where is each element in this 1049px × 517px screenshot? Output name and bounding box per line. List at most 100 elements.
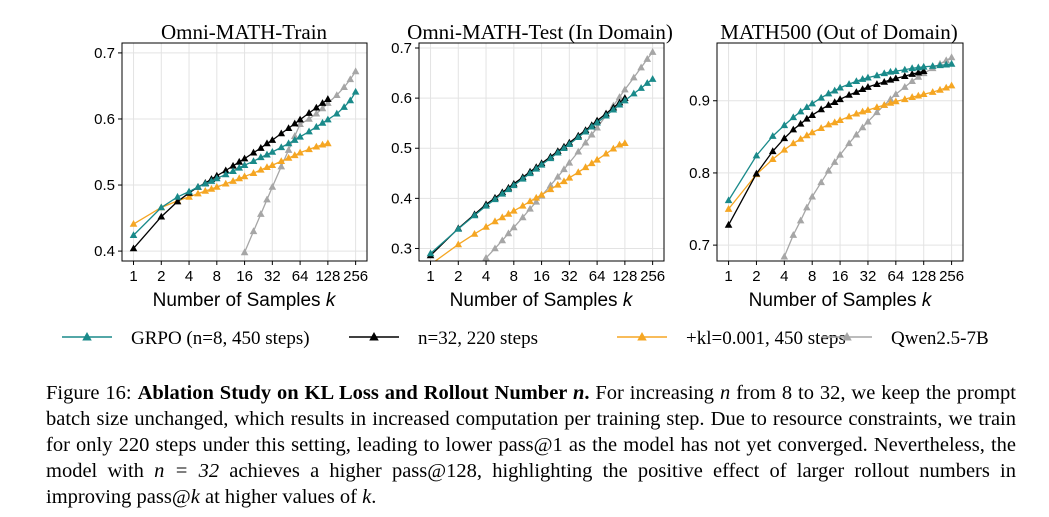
data-point [263, 163, 271, 170]
data-point [537, 160, 546, 168]
panel-title: MATH500 (Out of Domain) [720, 20, 957, 44]
x-tick-label: 2 [454, 268, 462, 285]
data-point [194, 183, 202, 190]
data-point [830, 98, 839, 105]
caption-text-2: from 8 to 32, we keep the prompt batch s… [46, 382, 1017, 482]
data-point [830, 86, 839, 94]
caption-text-5: . [371, 486, 377, 508]
data-point [554, 172, 562, 180]
data-point [621, 139, 629, 147]
data-point [602, 111, 610, 119]
data-point [609, 144, 618, 152]
data-point [482, 253, 490, 261]
data-point [565, 140, 574, 148]
data-point [908, 64, 916, 72]
data-point [768, 147, 777, 155]
data-point [351, 87, 360, 95]
data-point [886, 95, 895, 103]
legend-marker [637, 332, 647, 341]
data-point [263, 150, 271, 158]
y-tick-label: 0.9 [689, 93, 710, 110]
data-point [574, 168, 583, 176]
data-point [789, 113, 798, 121]
data-point [780, 252, 789, 260]
y-tick-label: 0.5 [94, 177, 115, 194]
data-point [318, 104, 327, 112]
caption-var-4: k [362, 486, 372, 508]
data-point [333, 109, 341, 117]
data-point [803, 103, 811, 111]
data-point [157, 212, 166, 220]
x-tick-label: 16 [832, 268, 849, 285]
data-point [305, 127, 313, 135]
data-point [845, 90, 853, 98]
data-point [637, 84, 645, 91]
data-point [593, 155, 601, 163]
data-point [454, 224, 463, 232]
data-point [724, 196, 733, 204]
x-tick-label: 64 [887, 268, 904, 285]
data-point [947, 59, 956, 67]
data-point [908, 77, 916, 85]
data-point [947, 81, 956, 89]
data-point [565, 158, 574, 166]
data-point [526, 204, 534, 212]
x-tick-label: 32 [561, 268, 578, 285]
legend-item: n=32, 220 steps [349, 328, 538, 349]
data-point [852, 77, 861, 85]
data-point [914, 72, 923, 80]
data-point [249, 227, 258, 235]
data-point [858, 123, 867, 131]
x-tick-label: 4 [185, 268, 193, 285]
y-tick-label: 0.3 [391, 240, 412, 257]
data-point [621, 85, 629, 93]
data-point [724, 205, 733, 212]
data-point [724, 220, 733, 228]
data-point [880, 69, 889, 77]
data-point [498, 213, 507, 221]
data-point [630, 89, 638, 97]
x-axis-label: Number of Samples k [153, 290, 337, 311]
data-point [796, 107, 805, 115]
data-point [324, 139, 332, 147]
data-point [630, 73, 638, 81]
data-point [546, 185, 555, 193]
x-axis-label-var: k [623, 290, 634, 311]
data-point [510, 223, 518, 231]
data-point [240, 248, 249, 256]
data-point [277, 157, 286, 165]
data-point [213, 174, 221, 182]
data-point [830, 158, 839, 165]
data-point [235, 163, 244, 171]
data-point [532, 197, 541, 205]
data-point [796, 135, 805, 142]
legend: GRPO (n=8, 450 steps) n=32, 220 steps +kl=… [62, 328, 989, 349]
y-tick-label: 0.5 [391, 140, 412, 157]
data-point [947, 53, 956, 61]
data-point [129, 244, 138, 252]
data-point [201, 186, 210, 194]
data-point [318, 99, 327, 106]
x-tick-label: 2 [157, 268, 165, 285]
data-point [581, 127, 590, 135]
x-tick-label: 64 [292, 268, 309, 285]
data-point [817, 178, 825, 186]
data-point [808, 99, 817, 107]
data-point [296, 148, 304, 156]
panel-math500: MATH500 (Out of Domain) 1 2 4 8 16 32 64 128 256… [689, 20, 964, 311]
series-layer [426, 48, 657, 261]
data-point [257, 165, 265, 173]
data-point [284, 153, 293, 161]
data-point [173, 192, 182, 200]
data-point [936, 85, 944, 93]
data-point [873, 80, 881, 87]
data-point [796, 216, 805, 224]
x-tick-label: 8 [213, 268, 221, 285]
data-point [803, 131, 811, 139]
x-axis-label-var: k [922, 290, 933, 311]
data-point [587, 159, 596, 167]
data-point [808, 128, 817, 136]
data-point [615, 93, 624, 100]
data-point [290, 119, 299, 127]
data-point [229, 161, 237, 169]
